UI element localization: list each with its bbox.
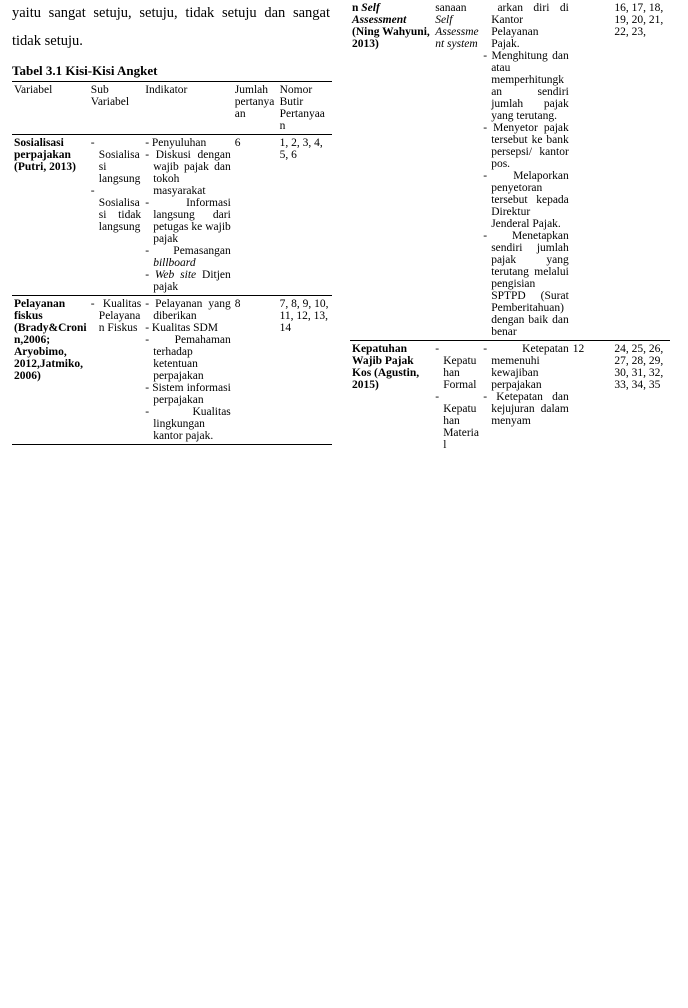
sub-item: - Kepatuhan Material [435, 391, 479, 451]
ind-item: - arkan diri di Kantor Pelayanan Pajak. [483, 2, 569, 50]
ind-item: - Menyetor pajak tersebut ke bank persep… [483, 122, 569, 170]
ind-item: - Menetapkan sendiri jumlah pajak yang t… [483, 230, 569, 338]
ind-item: - Menghitung dan atau memperhitungkan se… [483, 50, 569, 122]
kisi-table-right: n Self Assessment (Ning Wahyuni, 2013) s… [350, 0, 670, 453]
kisi-table-left: Variabel Sub Variabel Indikator Jumlah p… [12, 81, 332, 445]
sub-item: - Sosialisasi tidak langsung [91, 185, 141, 233]
n-cell: 8 [233, 296, 278, 445]
sub-self-b: Self Assessment system [435, 14, 478, 50]
no-cell: 7, 8, 9, 10, 11, 12, 13, 14 [278, 296, 332, 445]
ind-item: - Melaporkan penyetoran tersebut kepada … [483, 170, 569, 230]
table-row: n Self Assessment (Ning Wahyuni, 2013) s… [350, 0, 670, 341]
sub-item: - Sosialisasi langsung [91, 137, 141, 185]
ind-item: - Pemasangan billboard [145, 245, 231, 269]
th-sub: Sub Variabel [89, 82, 143, 135]
table-row: Sosialisasi perpajakan (Putri, 2013) - S… [12, 135, 332, 296]
var-sosialisasi: Sosialisasi perpajakan [14, 137, 71, 161]
th-nomor: Nomor Butir Pertanyaan [278, 82, 332, 135]
th-indikator: Indikator [143, 82, 233, 135]
n-cell [571, 0, 613, 341]
var-fiskus: Pelayanan fiskus [14, 298, 65, 322]
intro-text: yaitu sangat setuju, setuju, tidak setuj… [12, 0, 332, 55]
ind-item: - Kualitas SDM [145, 322, 231, 334]
no-cell: 16, 17, 18, 19, 20, 21, 22, 23, [612, 0, 670, 341]
var-sosialisasi-ref: (Putri, 2013) [14, 161, 76, 173]
ind-item: - Ketepatan memenuhi kewajiban perpajaka… [483, 343, 569, 391]
n-cell: 6 [233, 135, 278, 296]
table-row: Kepatuhan Wajib Pajak Kos (Agustin, 2015… [350, 341, 670, 454]
sub-self-a: sanaan [435, 2, 466, 14]
ind-item: - Informasi langsung dari petugas ke waj… [145, 197, 231, 245]
sub-item: - Kualitas Pelayanan Fiskus [91, 298, 141, 334]
ind-item: - Ketepatan dan kejujuran dalam menyam [483, 391, 569, 427]
var-fiskus-ref: (Brady&Cronin,2006; Aryobimo, 2012,Jatmi… [14, 322, 87, 382]
table-caption: Tabel 3.1 Kisi-Kisi Angket [12, 63, 332, 79]
ind-item: - Pelayanan yang diberikan [145, 298, 231, 322]
table-row: Pelayanan fiskus (Brady&Cronin,2006; Ary… [12, 296, 332, 445]
ind-item: - Diskusi dengan wajib pajak dan tokoh m… [145, 149, 231, 197]
var-self-b: Self Assessment [352, 2, 406, 26]
var-self-ref: (Ning Wahyuni, 2013) [352, 26, 430, 50]
var-self-a: n [352, 2, 361, 14]
ind-item: - Pemahaman terhadap ketentuan perpajaka… [145, 334, 231, 382]
ind-item: - Penyuluhan [145, 137, 231, 149]
no-cell: 24, 25, 26, 27, 28, 29, 30, 31, 32, 33, … [612, 341, 670, 454]
ind-item: - Sistem informasi perpajakan [145, 382, 231, 406]
ind-item: - Web site Ditjen pajak [145, 269, 231, 293]
th-jumlah: Jumlah pertanyaan [233, 82, 278, 135]
sub-item: - Kepatuhan Formal [435, 343, 479, 391]
no-cell: 1, 2, 3, 4, 5, 6 [278, 135, 332, 296]
n-cell: 12 [571, 341, 613, 454]
ind-item: - Kualitas lingkungan kantor pajak. [145, 406, 231, 442]
th-variabel: Variabel [12, 82, 89, 135]
